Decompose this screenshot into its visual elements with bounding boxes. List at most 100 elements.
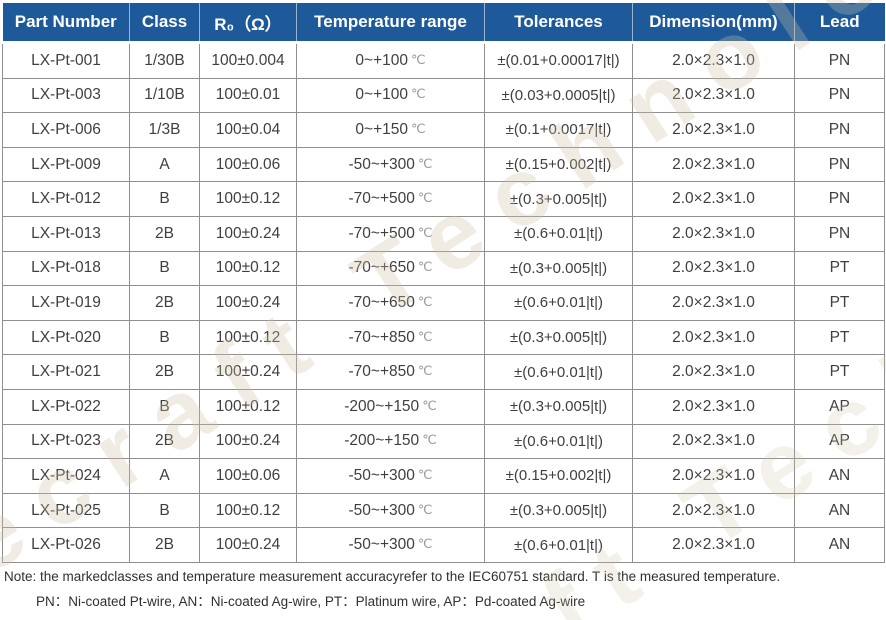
celsius-unit: ℃ xyxy=(417,190,433,206)
cell-class: A xyxy=(129,146,200,183)
cell-class: 2B xyxy=(129,285,200,321)
cell-temperature-range: 0~+100 ℃ xyxy=(296,42,485,79)
table-row: LX-Pt-020 B 100±0.12 -70~+850 ℃ ±(0.3+0.0… xyxy=(2,319,885,356)
column-header: Temperature range xyxy=(296,3,485,43)
cell-tolerance: ±(0.15+0.002|t|) xyxy=(484,146,633,183)
cell-class: B xyxy=(129,250,200,287)
cell-lead: PN xyxy=(794,112,885,148)
cell-class: B xyxy=(129,492,200,529)
cell-r0: 100±0.24 xyxy=(199,354,297,390)
cell-r0: 100±0.04 xyxy=(199,112,297,148)
cell-tolerance: ±(0.6+0.01|t|) xyxy=(484,215,633,252)
temperature-value: -70~+850 xyxy=(348,363,415,381)
table-row: LX-Pt-013 2B 100±0.24 -70~+500 ℃ ±(0.6+0.… xyxy=(2,215,885,252)
cell-part-number: LX-Pt-012 xyxy=(2,181,130,217)
note-standard: Note: the markedclasses and temperature … xyxy=(4,569,781,584)
temperature-value: -70~+650 xyxy=(348,259,415,277)
table-row: LX-Pt-021 2B 100±0.24 -70~+850 ℃ ±(0.6+0.… xyxy=(2,354,885,390)
cell-temperature-range: 0~+150 ℃ xyxy=(296,112,485,148)
cell-dimension: 2.0×2.3×1.0 xyxy=(632,354,795,390)
footnotes: Note: the markedclasses and temperature … xyxy=(4,569,882,610)
column-header: Part Number xyxy=(2,3,130,43)
cell-r0: 100±0.12 xyxy=(199,492,297,529)
cell-temperature-range: -70~+500 ℃ xyxy=(296,181,485,217)
cell-part-number: LX-Pt-006 xyxy=(2,112,130,148)
cell-lead: PT xyxy=(794,250,885,287)
temperature-value: -50~+300 xyxy=(348,501,415,519)
temperature-value: -70~+500 xyxy=(348,224,415,242)
sensor-spec-table: Part Number Class R₀（Ω） Temperature range To… xyxy=(2,3,885,563)
cell-part-number: LX-Pt-026 xyxy=(2,527,130,563)
table-row: LX-Pt-012 B 100±0.12 -70~+500 ℃ ±(0.3+0.0… xyxy=(2,181,885,217)
temperature-value: 0~+100 xyxy=(355,51,408,69)
cell-class: 2B xyxy=(129,354,200,390)
column-header: Dimension(mm) xyxy=(632,3,795,43)
cell-part-number: LX-Pt-019 xyxy=(2,285,130,321)
cell-lead: AN xyxy=(794,492,885,529)
cell-lead: PN xyxy=(794,77,885,114)
cell-temperature-range: -50~+300 ℃ xyxy=(296,527,485,563)
cell-temperature-range: -70~+650 ℃ xyxy=(296,285,485,321)
temperature-value: 0~+150 xyxy=(355,120,408,138)
cell-class: B xyxy=(129,319,200,356)
cell-class: B xyxy=(129,388,200,425)
temperature-value: -200~+150 xyxy=(344,397,420,415)
cell-lead: AN xyxy=(794,458,885,494)
temperature-value: -50~+300 xyxy=(348,466,415,484)
cell-tolerance: ±(0.3+0.005|t|) xyxy=(484,250,633,287)
column-header: R₀（Ω） xyxy=(199,3,297,43)
cell-tolerance: ±(0.3+0.005|t|) xyxy=(484,181,633,217)
cell-dimension: 2.0×2.3×1.0 xyxy=(632,112,795,148)
cell-temperature-range: -70~+500 ℃ xyxy=(296,215,485,252)
cell-class: 1/3B xyxy=(129,112,200,148)
column-header: Lead xyxy=(794,3,885,43)
cell-class: B xyxy=(129,181,200,217)
cell-part-number: LX-Pt-013 xyxy=(2,215,130,252)
cell-temperature-range: -200~+150 ℃ xyxy=(296,388,485,425)
cell-temperature-range: -70~+850 ℃ xyxy=(296,319,485,356)
cell-dimension: 2.0×2.3×1.0 xyxy=(632,285,795,321)
cell-part-number: LX-Pt-021 xyxy=(2,354,130,390)
cell-dimension: 2.0×2.3×1.0 xyxy=(632,215,795,252)
cell-part-number: LX-Pt-024 xyxy=(2,458,130,494)
cell-tolerance: ±(0.6+0.01|t|) xyxy=(484,423,633,460)
temperature-value: -70~+650 xyxy=(348,293,415,311)
celsius-unit: ℃ xyxy=(417,155,433,171)
cell-part-number: LX-Pt-023 xyxy=(2,423,130,460)
celsius-unit: ℃ xyxy=(417,466,433,482)
cell-lead: AP xyxy=(794,388,885,425)
cell-tolerance: ±(0.6+0.01|t|) xyxy=(484,354,633,390)
celsius-unit: ℃ xyxy=(417,293,433,309)
cell-lead: PT xyxy=(794,319,885,356)
cell-class: 2B xyxy=(129,423,200,460)
cell-dimension: 2.0×2.3×1.0 xyxy=(632,423,795,460)
table-body: LX-Pt-001 1/30B 100±0.004 0~+100 ℃ ±(0.01… xyxy=(2,42,885,563)
table-row: LX-Pt-019 2B 100±0.24 -70~+650 ℃ ±(0.6+0.… xyxy=(2,285,885,321)
cell-tolerance: ±(0.3+0.005|t|) xyxy=(484,492,633,529)
cell-tolerance: ±(0.6+0.01|t|) xyxy=(484,527,633,563)
cell-dimension: 2.0×2.3×1.0 xyxy=(632,527,795,563)
cell-class: 1/10B xyxy=(129,77,200,114)
cell-part-number: LX-Pt-001 xyxy=(2,42,130,79)
cell-temperature-range: -70~+850 ℃ xyxy=(296,354,485,390)
cell-dimension: 2.0×2.3×1.0 xyxy=(632,319,795,356)
table-row: LX-Pt-003 1/10B 100±0.01 0~+100 ℃ ±(0.03+… xyxy=(2,77,885,114)
cell-r0: 100±0.06 xyxy=(199,458,297,494)
cell-r0: 100±0.01 xyxy=(199,77,297,114)
cell-class: 2B xyxy=(129,527,200,563)
cell-dimension: 2.0×2.3×1.0 xyxy=(632,458,795,494)
table-row: LX-Pt-009 A 100±0.06 -50~+300 ℃ ±(0.15+0.… xyxy=(2,146,885,183)
temperature-value: 0~+100 xyxy=(355,86,408,104)
cell-tolerance: ±(0.15+0.002|t|) xyxy=(484,458,633,494)
cell-temperature-range: -50~+300 ℃ xyxy=(296,492,485,529)
table-row: LX-Pt-022 B 100±0.12 -200~+150 ℃ ±(0.3+0.… xyxy=(2,388,885,425)
cell-class: 1/30B xyxy=(129,42,200,79)
cell-r0: 100±0.24 xyxy=(199,423,297,460)
note-lead-legend: PN：Ni-coated Pt-wire, AN：Ni-coated Ag-wi… xyxy=(36,594,586,609)
cell-r0: 100±0.24 xyxy=(199,215,297,252)
cell-r0: 100±0.12 xyxy=(199,388,297,425)
cell-dimension: 2.0×2.3×1.0 xyxy=(632,146,795,183)
column-header: Class xyxy=(129,3,200,43)
cell-lead: PT xyxy=(794,285,885,321)
